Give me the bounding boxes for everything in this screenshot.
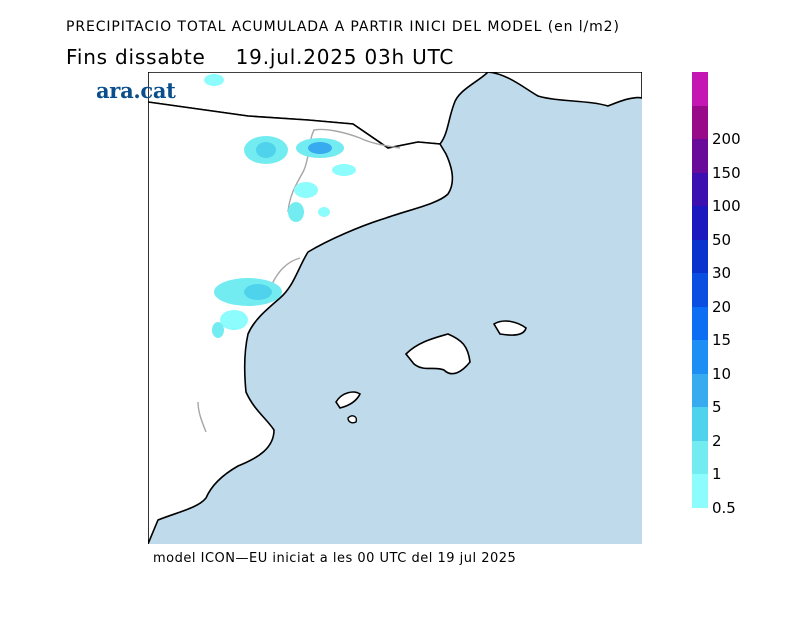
- scale-label: 2: [712, 431, 722, 450]
- map-svg: [148, 72, 642, 544]
- scale-segment: [692, 440, 708, 475]
- precip-patch: [332, 164, 356, 176]
- precip-patch: [212, 322, 224, 338]
- valid-time: 19.jul.2025 03h UTC: [235, 45, 455, 69]
- precip-patch: [308, 142, 332, 154]
- eivissa: [335, 391, 362, 409]
- scale-label: 100: [712, 197, 741, 216]
- scale-label: 30: [712, 264, 732, 283]
- precip-patch: [288, 202, 304, 222]
- mallorca: [404, 333, 471, 375]
- scale-label: 15: [712, 331, 732, 350]
- scale-segment: [692, 172, 708, 207]
- scale-label: 200: [712, 130, 741, 149]
- formentera: [347, 415, 358, 424]
- scale-segment: [692, 407, 708, 441]
- france-coast: [487, 72, 642, 107]
- menorca: [492, 320, 527, 336]
- scale-segment: [692, 373, 708, 408]
- scale-segment: [692, 273, 708, 307]
- scale-label: 5: [712, 398, 722, 417]
- scale-label: 150: [712, 163, 741, 182]
- scale-segment: [692, 105, 708, 140]
- scale-label: 20: [712, 297, 732, 316]
- scale-label: 50: [712, 230, 732, 249]
- valid-time-line: Fins dissabte 19.jul.2025 03h UTC: [66, 45, 454, 69]
- scale-segment: [692, 72, 708, 106]
- araccat-logo: ara.cat: [96, 78, 176, 103]
- scale-segment: [692, 306, 708, 341]
- scale-segment: [692, 206, 708, 240]
- map-title: PRECIPITACIO TOTAL ACUMULADA A PARTIR IN…: [66, 19, 620, 35]
- precipitation-map: [148, 72, 642, 544]
- scale-label: 1: [712, 465, 722, 484]
- precip-patch: [220, 310, 248, 330]
- iberia-land: [148, 101, 454, 544]
- precip-patch: [244, 284, 272, 300]
- precipitation-patches: [204, 74, 356, 338]
- border-lines: [197, 128, 401, 433]
- scale-label: 10: [712, 364, 732, 383]
- valid-prefix: Fins dissabte: [66, 45, 206, 69]
- precip-patch: [294, 182, 318, 198]
- scale-segment: [692, 239, 708, 274]
- scale-segment: [692, 340, 708, 374]
- precip-patch: [204, 74, 224, 86]
- color-scale-bar: [692, 72, 708, 508]
- scale-segment: [692, 139, 708, 173]
- scale-segment: [692, 474, 708, 508]
- model-run-footer: model ICON—EU iniciat a les 00 UTC del 1…: [153, 551, 517, 566]
- precip-patch: [318, 207, 330, 217]
- scale-label: 0.5: [712, 499, 736, 517]
- precip-patch: [256, 142, 276, 158]
